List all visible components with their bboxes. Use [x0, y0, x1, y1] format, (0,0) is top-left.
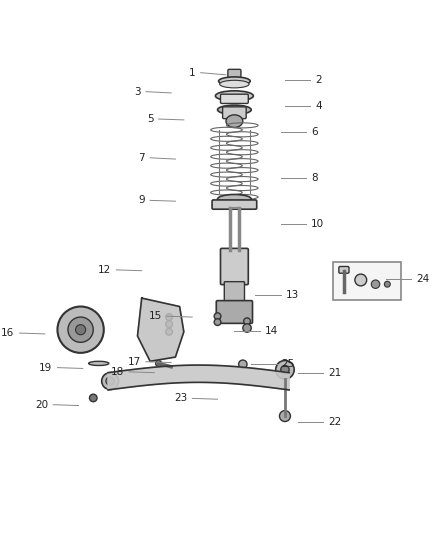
- Circle shape: [279, 410, 290, 422]
- FancyBboxPatch shape: [224, 281, 244, 310]
- Text: 24: 24: [417, 274, 430, 284]
- Text: 6: 6: [311, 127, 318, 136]
- Circle shape: [239, 360, 247, 368]
- Text: 5: 5: [147, 114, 153, 124]
- Text: 22: 22: [328, 417, 341, 427]
- FancyBboxPatch shape: [228, 69, 241, 78]
- FancyBboxPatch shape: [223, 107, 246, 119]
- Circle shape: [214, 319, 221, 326]
- Text: 13: 13: [286, 290, 299, 300]
- Text: 1: 1: [189, 68, 196, 78]
- Bar: [333, 262, 401, 300]
- Text: 21: 21: [328, 368, 341, 378]
- Ellipse shape: [218, 105, 251, 115]
- Circle shape: [155, 360, 162, 366]
- FancyBboxPatch shape: [212, 200, 257, 209]
- Circle shape: [385, 281, 390, 287]
- Circle shape: [89, 394, 97, 402]
- Text: 15: 15: [148, 311, 162, 321]
- Circle shape: [214, 313, 221, 320]
- Circle shape: [57, 306, 104, 353]
- Ellipse shape: [215, 91, 253, 101]
- Circle shape: [276, 360, 294, 379]
- Ellipse shape: [219, 77, 250, 85]
- FancyBboxPatch shape: [220, 248, 248, 285]
- Text: 25: 25: [282, 359, 295, 369]
- Ellipse shape: [226, 115, 243, 127]
- Circle shape: [106, 377, 114, 385]
- Circle shape: [244, 318, 251, 325]
- Circle shape: [68, 317, 93, 342]
- Circle shape: [76, 325, 86, 335]
- Text: 10: 10: [311, 220, 324, 229]
- Text: 18: 18: [111, 367, 124, 377]
- Polygon shape: [138, 298, 184, 361]
- Text: 9: 9: [138, 196, 145, 205]
- Circle shape: [166, 321, 173, 328]
- FancyBboxPatch shape: [220, 94, 248, 103]
- Circle shape: [166, 314, 173, 320]
- Text: 4: 4: [315, 101, 322, 111]
- Circle shape: [166, 328, 173, 335]
- Text: 2: 2: [315, 75, 322, 85]
- Text: 16: 16: [1, 328, 14, 338]
- Circle shape: [102, 373, 119, 390]
- Polygon shape: [108, 365, 289, 390]
- Text: 8: 8: [311, 173, 318, 183]
- Text: 20: 20: [35, 400, 48, 410]
- FancyBboxPatch shape: [216, 301, 252, 324]
- Circle shape: [355, 274, 367, 286]
- FancyBboxPatch shape: [339, 266, 349, 273]
- Text: 17: 17: [127, 357, 141, 367]
- Circle shape: [371, 280, 380, 288]
- Circle shape: [243, 324, 251, 332]
- Ellipse shape: [218, 195, 251, 204]
- Text: 7: 7: [138, 153, 145, 163]
- Ellipse shape: [219, 80, 249, 88]
- Text: 19: 19: [39, 362, 53, 373]
- Text: 23: 23: [174, 393, 187, 403]
- Ellipse shape: [88, 361, 109, 366]
- Text: 12: 12: [98, 265, 111, 275]
- Text: 14: 14: [265, 326, 278, 336]
- Circle shape: [281, 366, 289, 374]
- Text: 3: 3: [134, 87, 141, 96]
